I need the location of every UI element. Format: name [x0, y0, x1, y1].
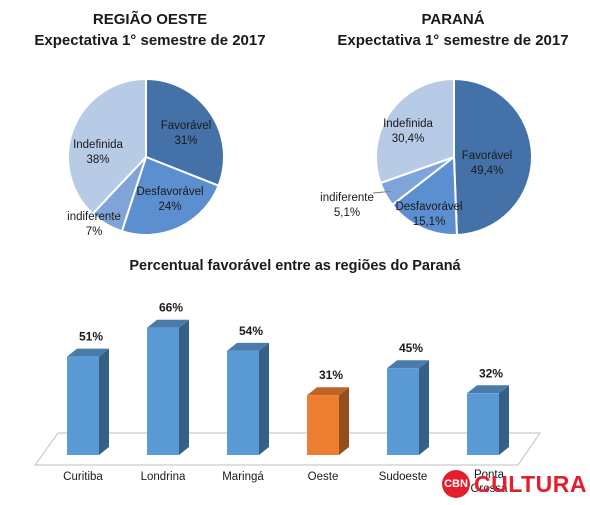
bar-top: [387, 360, 429, 369]
bar-londrina: [147, 319, 189, 455]
bar-chart: 51% 66% 54% 31% 45% 32% Curitiba Londrina Maring…: [34, 301, 541, 495]
bar-value-label: 51%: [79, 330, 103, 344]
right-pie-title: PARANÁ Expectativa 1° semestre de 2017: [308, 9, 590, 51]
category-label: Sudoeste: [379, 471, 428, 483]
pie-slice-desfavorável: [390, 155, 458, 236]
category-label: Londrina: [141, 471, 186, 483]
left-pie-title: REGIÃO OESTE Expectativa 1° semestre de …: [0, 9, 300, 51]
category-label: Ponta: [474, 469, 505, 481]
bar-top: [227, 342, 269, 351]
pie-label-desfavorável: Desfavorável: [136, 186, 203, 198]
logo-text: CULTURA: [474, 471, 587, 497]
bar-top: [307, 387, 349, 396]
bar-maringá: [227, 342, 269, 455]
bar-front: [227, 350, 259, 455]
bar-value-label: 32%: [479, 366, 503, 380]
bar-chart-floor: [34, 432, 541, 466]
pie-value-indefinida: 30,4%: [392, 133, 425, 145]
bar-curitiba: [67, 348, 109, 455]
bar-top: [147, 319, 189, 328]
right-pie-title-line1: PARANÁ: [421, 11, 485, 28]
bar-side: [419, 360, 429, 455]
bar-front: [67, 356, 99, 455]
bar-front: [387, 368, 419, 455]
bar-front: [147, 327, 179, 455]
pie-value-desfavorável: 24%: [158, 201, 181, 213]
pie-label-indefinida: Indefinida: [383, 118, 433, 130]
bar-top: [67, 348, 109, 357]
pie-value-indiferente: 5,1%: [334, 207, 360, 219]
bar-front: [307, 395, 339, 455]
pie-slice-indefinida: [375, 77, 455, 185]
pie-slice-desfavorável: [120, 155, 220, 236]
bar-side: [99, 348, 109, 455]
pie-label-favorável: Favorável: [462, 150, 513, 162]
bar-front: [467, 393, 499, 455]
left-pie-title-line1: REGIÃO OESTE: [92, 11, 208, 28]
pie-label-indefinida: Indefinida: [73, 139, 123, 151]
category-label: Maringá: [222, 471, 264, 483]
bar-sudoeste: [387, 360, 429, 455]
category-label: Curitiba: [63, 471, 103, 483]
bar-top: [467, 385, 509, 394]
pie-value-desfavorável: 15,1%: [413, 216, 446, 228]
right-pie-chart: Favorável 49,4% Desfavorável 15,1% indiferen…: [320, 77, 533, 236]
pie-value-indefinida: 38%: [86, 154, 109, 166]
bar-chart-title: Percentual favorável entre as regiões do…: [129, 258, 461, 274]
pie-label-indiferente: indiferente: [320, 192, 374, 204]
pie-value-favorável: 49,4%: [471, 165, 504, 177]
bar-value-label: 31%: [319, 368, 343, 382]
pie-leader-line: [109, 211, 121, 220]
pie-leader-line: [372, 190, 392, 194]
pie-label-indiferente: indiferente: [67, 211, 121, 223]
bar-oeste: [307, 387, 349, 455]
bar-side: [179, 319, 189, 455]
bar-ponta-grossa: [467, 385, 509, 455]
pie-label-favorável: Favorável: [161, 120, 212, 132]
bar-value-label: 54%: [239, 324, 263, 338]
pie-value-favorável: 31%: [174, 135, 197, 147]
pie-value-indiferente: 7%: [86, 226, 103, 238]
pie-label-desfavorável: Desfavorável: [395, 201, 462, 213]
left-pie-title-line2: Expectativa 1° semestre de 2017: [34, 32, 266, 49]
category-label: Grossa: [470, 483, 508, 495]
left-pie-chart: Favorável 31% Desfavorável 24% indiferente 7%…: [67, 77, 225, 238]
cbn-logo-icon: CBN: [442, 470, 470, 498]
bar-side: [259, 342, 269, 455]
bar-value-label: 66%: [159, 301, 183, 315]
pie-slice-indefinida: [67, 77, 147, 216]
bar-value-label: 45%: [399, 341, 423, 355]
bar-side: [339, 387, 349, 455]
pie-slice-favorável: [453, 77, 533, 236]
bar-side: [499, 385, 509, 455]
right-pie-title-line2: Expectativa 1° semestre de 2017: [337, 32, 569, 49]
pie-slice-favorável: [145, 77, 225, 188]
cbn-cultura-logo: CBN CULTURA: [442, 470, 590, 500]
category-label: Oeste: [308, 471, 339, 483]
